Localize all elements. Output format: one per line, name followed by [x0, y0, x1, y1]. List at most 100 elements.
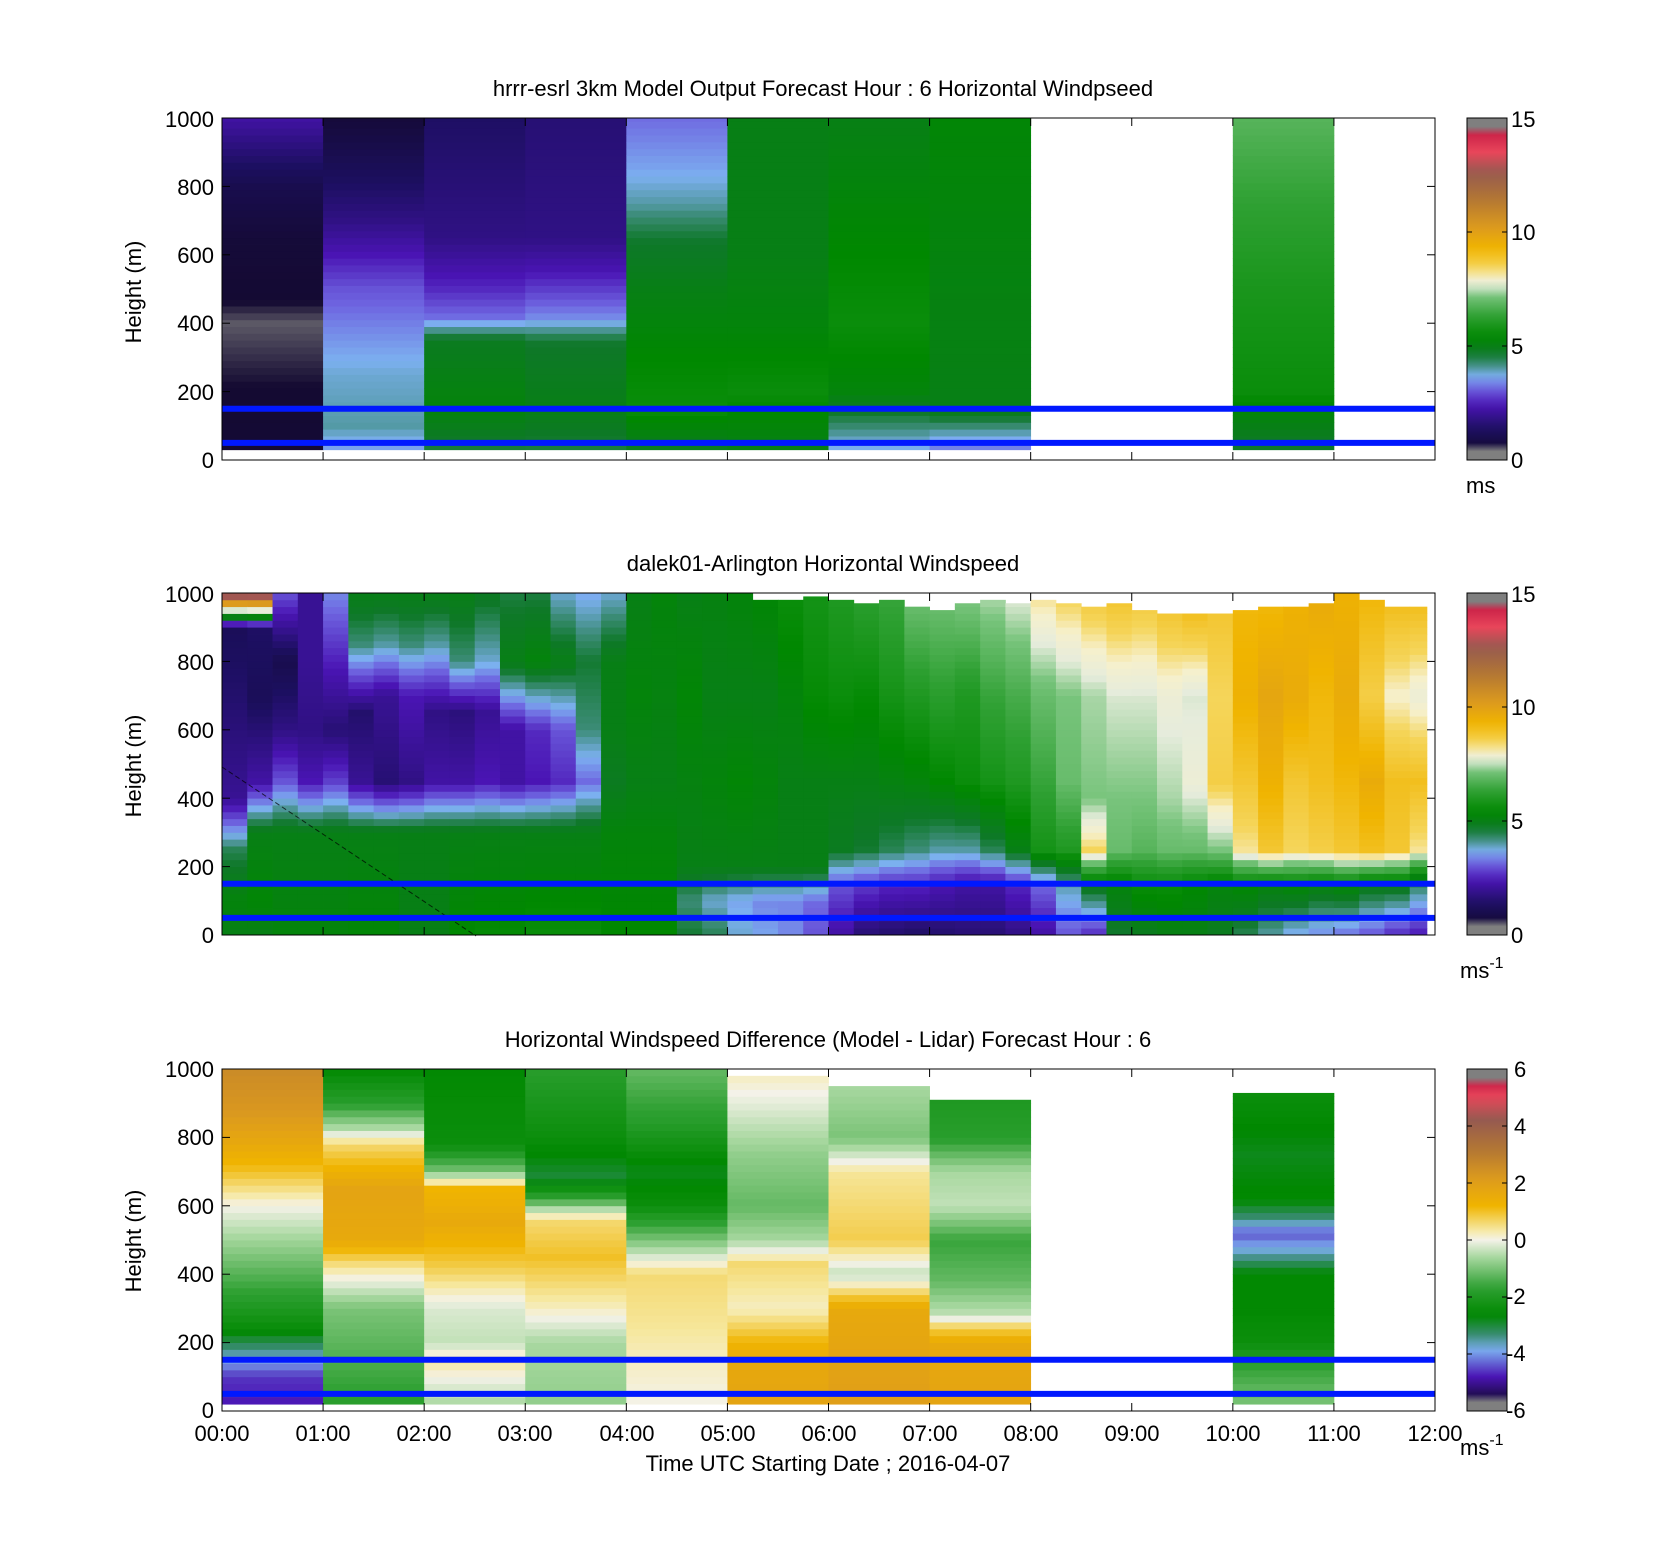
heatmap-cell: [702, 702, 728, 710]
heatmap-cell: [803, 634, 829, 642]
heatmap-cell: [1055, 928, 1082, 936]
heatmap-cell: [727, 675, 754, 683]
heatmap-cell: [272, 722, 299, 731]
heatmap-cell: [727, 859, 754, 867]
heatmap-cell: [803, 620, 829, 628]
heatmap-cell: [651, 825, 678, 833]
x-tick-label: 07:00: [902, 1421, 957, 1446]
heatmap-cell: [323, 1267, 425, 1275]
heatmap-cell: [879, 675, 905, 683]
heatmap-cell: [398, 777, 425, 785]
heatmap-cell: [247, 805, 273, 813]
heatmap-cell: [1005, 784, 1032, 792]
heatmap-cell: [828, 278, 930, 286]
heatmap-cell: [550, 832, 577, 840]
heatmap-cell: [929, 196, 1032, 204]
heatmap-cell: [499, 893, 526, 902]
heatmap-cell: [828, 688, 855, 696]
heatmap-cell: [474, 846, 501, 854]
heatmap-cell: [525, 128, 627, 136]
heatmap-cell: [222, 1328, 324, 1337]
heatmap-cell: [373, 770, 400, 779]
heatmap-cell: [525, 118, 627, 122]
heatmap-cell: [424, 230, 526, 239]
heatmap-cell: [752, 852, 779, 861]
heatmap-cell: [626, 1164, 728, 1172]
heatmap-cell: [525, 893, 551, 902]
heatmap-cell: [626, 230, 728, 239]
heatmap-cell: [525, 326, 627, 334]
heatmap-cell: [1131, 702, 1158, 710]
heatmap-cell: [272, 764, 299, 772]
heatmap-cell: [626, 265, 728, 273]
heatmap-cell: [727, 319, 829, 328]
heatmap-cell: [525, 1151, 627, 1159]
heatmap-cell: [727, 258, 829, 266]
heatmap-cell: [1182, 668, 1208, 676]
heatmap-cell: [904, 668, 930, 676]
heatmap-cell: [222, 381, 324, 389]
heatmap-cell: [954, 702, 981, 710]
heatmap-cell: [929, 340, 1032, 348]
heatmap-cell: [828, 777, 855, 785]
heatmap-cell: [373, 599, 400, 608]
heatmap-cell: [853, 791, 880, 799]
x-tick-label: 08:00: [1003, 1421, 1058, 1446]
heatmap-cell: [1308, 750, 1335, 758]
colorbar-tick-label: 4: [1514, 1114, 1526, 1139]
heatmap-cell: [424, 1157, 526, 1166]
heatmap-cell: [575, 743, 602, 751]
heatmap-cell: [727, 613, 754, 621]
heatmap-cell: [929, 1137, 1032, 1145]
heatmap-cell: [323, 681, 349, 690]
heatmap-cell: [525, 1315, 627, 1323]
heatmap-cell: [803, 928, 829, 936]
heatmap-cell: [879, 893, 905, 902]
heatmap-cell: [373, 818, 400, 826]
heatmap-cell: [1081, 729, 1107, 738]
heatmap-cell: [626, 1082, 728, 1090]
heatmap-cell: [474, 907, 501, 915]
heatmap-cell: [1055, 798, 1082, 806]
heatmap-cell: [373, 893, 400, 902]
heatmap-cell: [601, 729, 627, 738]
heatmap-cell: [323, 415, 425, 423]
heatmap-cell: [1308, 784, 1335, 792]
heatmap-cell: [1182, 798, 1208, 806]
heatmap-cell: [1308, 736, 1335, 744]
heatmap-cell: [222, 832, 248, 840]
heatmap-cell: [1207, 654, 1234, 662]
heatmap-cell: [904, 702, 930, 710]
heatmap-cell: [1005, 668, 1032, 676]
heatmap-cell: [348, 921, 375, 929]
heatmap-cell: [424, 299, 526, 307]
heatmap-cell: [727, 722, 754, 731]
heatmap-cell: [1258, 647, 1284, 655]
heatmap-cell: [777, 887, 804, 895]
colorbar-tick-label: 0: [1514, 1228, 1526, 1253]
heatmap-cell: [601, 805, 627, 813]
heatmap-cell: [323, 852, 349, 861]
heatmap-cell: [348, 675, 375, 683]
heatmap-cell: [626, 1260, 728, 1268]
heatmap-cell: [828, 182, 930, 191]
heatmap-cell: [323, 873, 349, 881]
heatmap-cell: [323, 1308, 425, 1316]
heatmap-cell: [424, 661, 450, 669]
heatmap-cell: [1333, 668, 1360, 676]
heatmap-cell: [323, 1226, 425, 1234]
heatmap-cell: [828, 1157, 930, 1166]
heatmap-cell: [297, 709, 324, 717]
heatmap-cell: [525, 251, 627, 259]
heatmap-cell: [247, 647, 273, 655]
heatmap-cell: [474, 716, 501, 724]
heatmap-cell: [1182, 681, 1208, 690]
heatmap-cell: [550, 736, 577, 744]
heatmap-cell: [348, 627, 375, 635]
heatmap-cell: [752, 798, 779, 806]
heatmap-cell: [575, 798, 602, 806]
heatmap-cell: [879, 620, 905, 628]
heatmap-cell: [752, 681, 779, 690]
heatmap-cell: [525, 210, 627, 218]
heatmap-cell: [1359, 907, 1385, 915]
